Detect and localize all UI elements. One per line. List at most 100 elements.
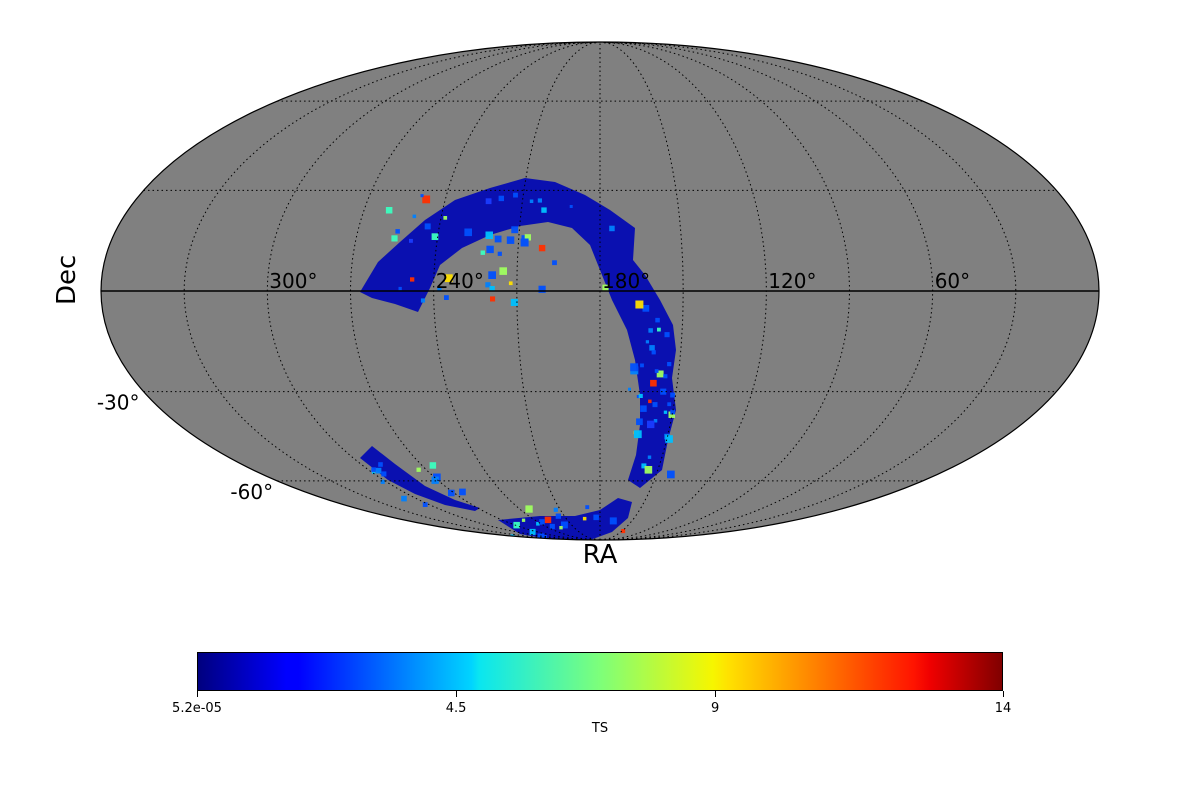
colorbar <box>197 652 1003 691</box>
colorbar-tick <box>1003 691 1004 697</box>
ts-hotspot <box>490 296 496 302</box>
ts-hotspot <box>667 362 672 367</box>
dec-tick-label: -30° <box>97 391 140 415</box>
ts-hotspot <box>420 298 426 303</box>
ts-hotspot <box>654 369 659 373</box>
ts-hotspot <box>485 282 491 288</box>
ts-hotspot <box>378 462 383 467</box>
ts-hotspot <box>609 225 615 232</box>
ts-hotspot <box>499 267 507 275</box>
ra-axis-title: RA <box>582 540 618 570</box>
colorbar-tick <box>197 691 198 697</box>
ts-hotspot <box>506 236 515 244</box>
colorbar-tick-label: 5.2e-05 <box>172 701 222 716</box>
ts-hotspot <box>667 402 672 407</box>
ts-hotspot <box>513 521 520 529</box>
ts-hotspot <box>663 410 668 414</box>
ts-hotspot <box>651 350 656 355</box>
ts-hotspot <box>559 526 563 530</box>
ts-hotspot <box>537 533 545 540</box>
ts-hotspot <box>648 399 652 404</box>
coverage-arc-north <box>360 178 676 488</box>
ts-hotspot <box>498 195 504 202</box>
ts-hotspot <box>529 199 534 203</box>
ts-hotspot <box>636 418 643 426</box>
ts-hotspot <box>638 393 643 398</box>
colorbar-tick-label: 9 <box>710 701 720 716</box>
ts-hotspot <box>653 419 658 423</box>
ts-hotspot <box>508 281 513 286</box>
ts-hotspot <box>431 233 439 240</box>
ts-hotspot <box>652 402 658 408</box>
ts-hotspot <box>486 245 494 254</box>
ts-hotspot <box>544 516 552 524</box>
ra-tick-label: 300° <box>269 269 317 293</box>
ts-hotspot <box>650 379 657 387</box>
ts-hotspot <box>537 198 542 203</box>
ts-hotspot <box>525 505 533 513</box>
ts-hotspot <box>585 505 590 510</box>
ts-hotspot <box>410 277 415 282</box>
ts-hotspot <box>640 363 644 368</box>
ts-hotspot <box>464 228 472 237</box>
ts-hotspot <box>381 471 387 477</box>
ts-hotspot <box>375 467 382 474</box>
ts-hotspot <box>670 392 676 398</box>
ts-hotspot <box>529 528 536 535</box>
ts-hotspot <box>412 214 417 219</box>
ts-hotspot <box>485 231 493 239</box>
ts-hotspot <box>489 286 495 292</box>
ts-hotspot <box>552 260 557 266</box>
dec-axis-title: Dec <box>52 254 82 305</box>
ts-hotspot <box>431 476 439 484</box>
ts-hotspot <box>444 295 449 300</box>
ts-hotspot <box>667 470 675 479</box>
ts-hotspot <box>668 411 675 418</box>
ts-hotspot <box>488 271 496 279</box>
coverage-strip-south-west <box>360 446 480 511</box>
ts-hotspot <box>422 195 431 204</box>
ts-hotspot <box>609 517 617 525</box>
ts-hotspot <box>665 435 673 443</box>
ts-hotspot <box>644 466 653 474</box>
ts-hotspot <box>670 409 675 415</box>
ts-hotspot <box>380 479 385 484</box>
ts-hotspot <box>401 495 407 502</box>
ts-hotspot <box>602 284 609 291</box>
ts-hotspot <box>395 229 400 234</box>
ts-hotspot <box>635 300 644 309</box>
ts-hotspot <box>371 467 376 472</box>
colorbar-tick <box>456 691 458 697</box>
ts-hotspot <box>510 298 518 306</box>
ts-hotspot <box>385 207 393 214</box>
ts-hotspot <box>429 462 437 469</box>
ts-hotspot <box>561 521 568 529</box>
ts-hotspot <box>649 345 655 351</box>
colorbar-tick-label: 4.5 <box>445 701 467 716</box>
ra-tick-label: 240° <box>436 269 484 293</box>
ts-hotspot <box>420 194 424 198</box>
ts-hotspot <box>549 523 555 530</box>
ts-hotspot <box>409 238 413 243</box>
ts-hotspot <box>647 420 655 429</box>
ts-hotspot <box>640 405 647 412</box>
ts-hotspot <box>642 305 650 312</box>
meridian-line <box>349 42 601 540</box>
ts-hotspot <box>655 317 660 323</box>
ts-hotspot <box>593 514 599 521</box>
ts-hotspot <box>648 328 653 333</box>
ts-hotspot <box>539 519 545 525</box>
ts-hotspot <box>391 235 398 242</box>
ts-hotspot <box>513 192 518 198</box>
ts-hotspot <box>444 274 453 283</box>
sky-outline <box>100 41 1100 541</box>
ts-hotspot <box>660 388 667 395</box>
colorbar-tick-label: 14 <box>994 701 1012 716</box>
ts-hotspot <box>448 489 455 497</box>
ts-hotspot <box>437 287 442 292</box>
ts-hotspot <box>511 226 519 234</box>
ts-hotspot <box>630 363 639 372</box>
ts-hotspot <box>555 513 561 519</box>
ra-tick-label: 60° <box>935 269 970 293</box>
